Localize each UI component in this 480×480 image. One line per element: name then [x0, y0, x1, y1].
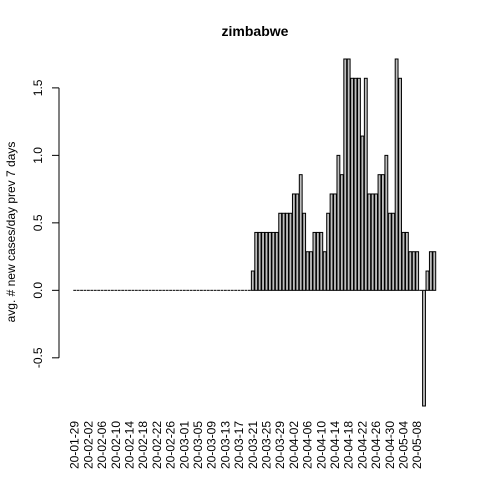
- bar: [267, 231, 272, 291]
- bar: [346, 58, 351, 291]
- bar: [391, 212, 396, 291]
- bar: [336, 154, 341, 291]
- bar: [353, 77, 358, 291]
- x-tick-label: 20-05-04: [396, 421, 410, 469]
- x-tick-label: 20-03-21: [246, 421, 260, 469]
- bar: [295, 193, 300, 291]
- x-tick-label: 20-03-01: [177, 421, 191, 469]
- bar: [302, 212, 307, 291]
- bar: [408, 251, 413, 291]
- x-tick-label: 20-05-08: [410, 421, 424, 469]
- y-tick-label: -0.5: [31, 347, 45, 368]
- bar: [432, 251, 437, 291]
- bar: [285, 212, 289, 291]
- x-tick-label: 20-02-06: [95, 421, 109, 469]
- bar: [326, 212, 331, 291]
- x-tick-label: 20-02-14: [123, 421, 137, 469]
- x-tick-label: 20-04-30: [383, 421, 397, 469]
- bar: [339, 174, 344, 291]
- bar: [343, 58, 348, 291]
- bar: [415, 251, 420, 291]
- x-tick-label: 20-04-22: [355, 421, 369, 469]
- x-tick-label: 20-04-06: [301, 421, 315, 469]
- bar: [261, 231, 265, 291]
- bar: [298, 174, 303, 291]
- bar: [333, 193, 337, 291]
- bar: [250, 270, 255, 291]
- y-tick-label: 0.5: [31, 214, 45, 231]
- bar: [271, 231, 276, 291]
- x-tick-label: 20-02-02: [81, 421, 95, 469]
- bar: [363, 77, 368, 291]
- x-tick-label: 20-02-26: [164, 421, 178, 469]
- x-tick-label: 20-03-09: [205, 421, 219, 469]
- x-tick-label: 20-02-18: [136, 421, 150, 469]
- bar: [291, 193, 296, 291]
- bar: [398, 77, 402, 291]
- bar: [422, 289, 426, 407]
- bar: [360, 135, 365, 291]
- bars-group: [73, 58, 437, 407]
- bar: [384, 154, 389, 291]
- bar: [367, 193, 372, 291]
- bar: [278, 212, 283, 291]
- x-tick-label: 20-04-18: [342, 421, 356, 469]
- bar: [357, 77, 361, 291]
- bar: [257, 231, 262, 291]
- x-tick-labels: 20-01-29 20-02-02 20-02-06 20-02-10 20-02-14…: [68, 421, 424, 469]
- x-tick-label: 20-03-25: [259, 421, 273, 469]
- x-tick-label: 20-03-17: [232, 421, 246, 469]
- bar: [319, 231, 324, 291]
- x-tick-label: 20-03-29: [273, 421, 287, 469]
- bar: [305, 251, 310, 291]
- bar: [288, 212, 293, 291]
- x-tick-label: 20-01-29: [68, 421, 82, 469]
- y-tick-label: 0.0: [31, 282, 45, 299]
- bar: [374, 193, 378, 291]
- x-tick-label: 20-04-10: [314, 421, 328, 469]
- bar: [394, 58, 399, 291]
- bar: [329, 193, 334, 291]
- bar: [387, 212, 392, 291]
- y-axis: -0.5 0.0 0.5 1.0 1.5: [31, 79, 60, 368]
- bar: [350, 77, 355, 291]
- bar: [274, 231, 279, 291]
- bar: [315, 231, 320, 291]
- x-tick-label: 20-04-02: [287, 421, 301, 469]
- bar: [401, 231, 406, 291]
- x-tick-label: 20-03-05: [191, 421, 205, 469]
- bar: [425, 270, 430, 291]
- x-tick-label: 20-03-13: [218, 421, 232, 469]
- bar: [264, 231, 269, 291]
- x-tick-label: 20-02-10: [109, 421, 123, 469]
- bar: [404, 231, 409, 291]
- bar: [377, 174, 382, 291]
- bar: [370, 193, 375, 291]
- y-axis-label: avg. # new cases/day prev 7 days: [4, 142, 18, 323]
- bar: [309, 251, 313, 291]
- bar: [322, 251, 327, 291]
- x-tick-label: 20-04-26: [369, 421, 383, 469]
- bar: [381, 174, 385, 291]
- y-tick-label: 1.0: [31, 147, 45, 164]
- chart-title: zimbabwe: [222, 23, 289, 39]
- bar: [428, 251, 433, 291]
- bar: [281, 212, 286, 291]
- x-tick-label: 20-04-14: [328, 421, 342, 469]
- bar: [312, 231, 317, 291]
- bar: [254, 231, 259, 291]
- x-tick-label: 20-02-22: [150, 421, 164, 469]
- bar: [411, 251, 416, 291]
- y-tick-label: 1.5: [31, 79, 45, 96]
